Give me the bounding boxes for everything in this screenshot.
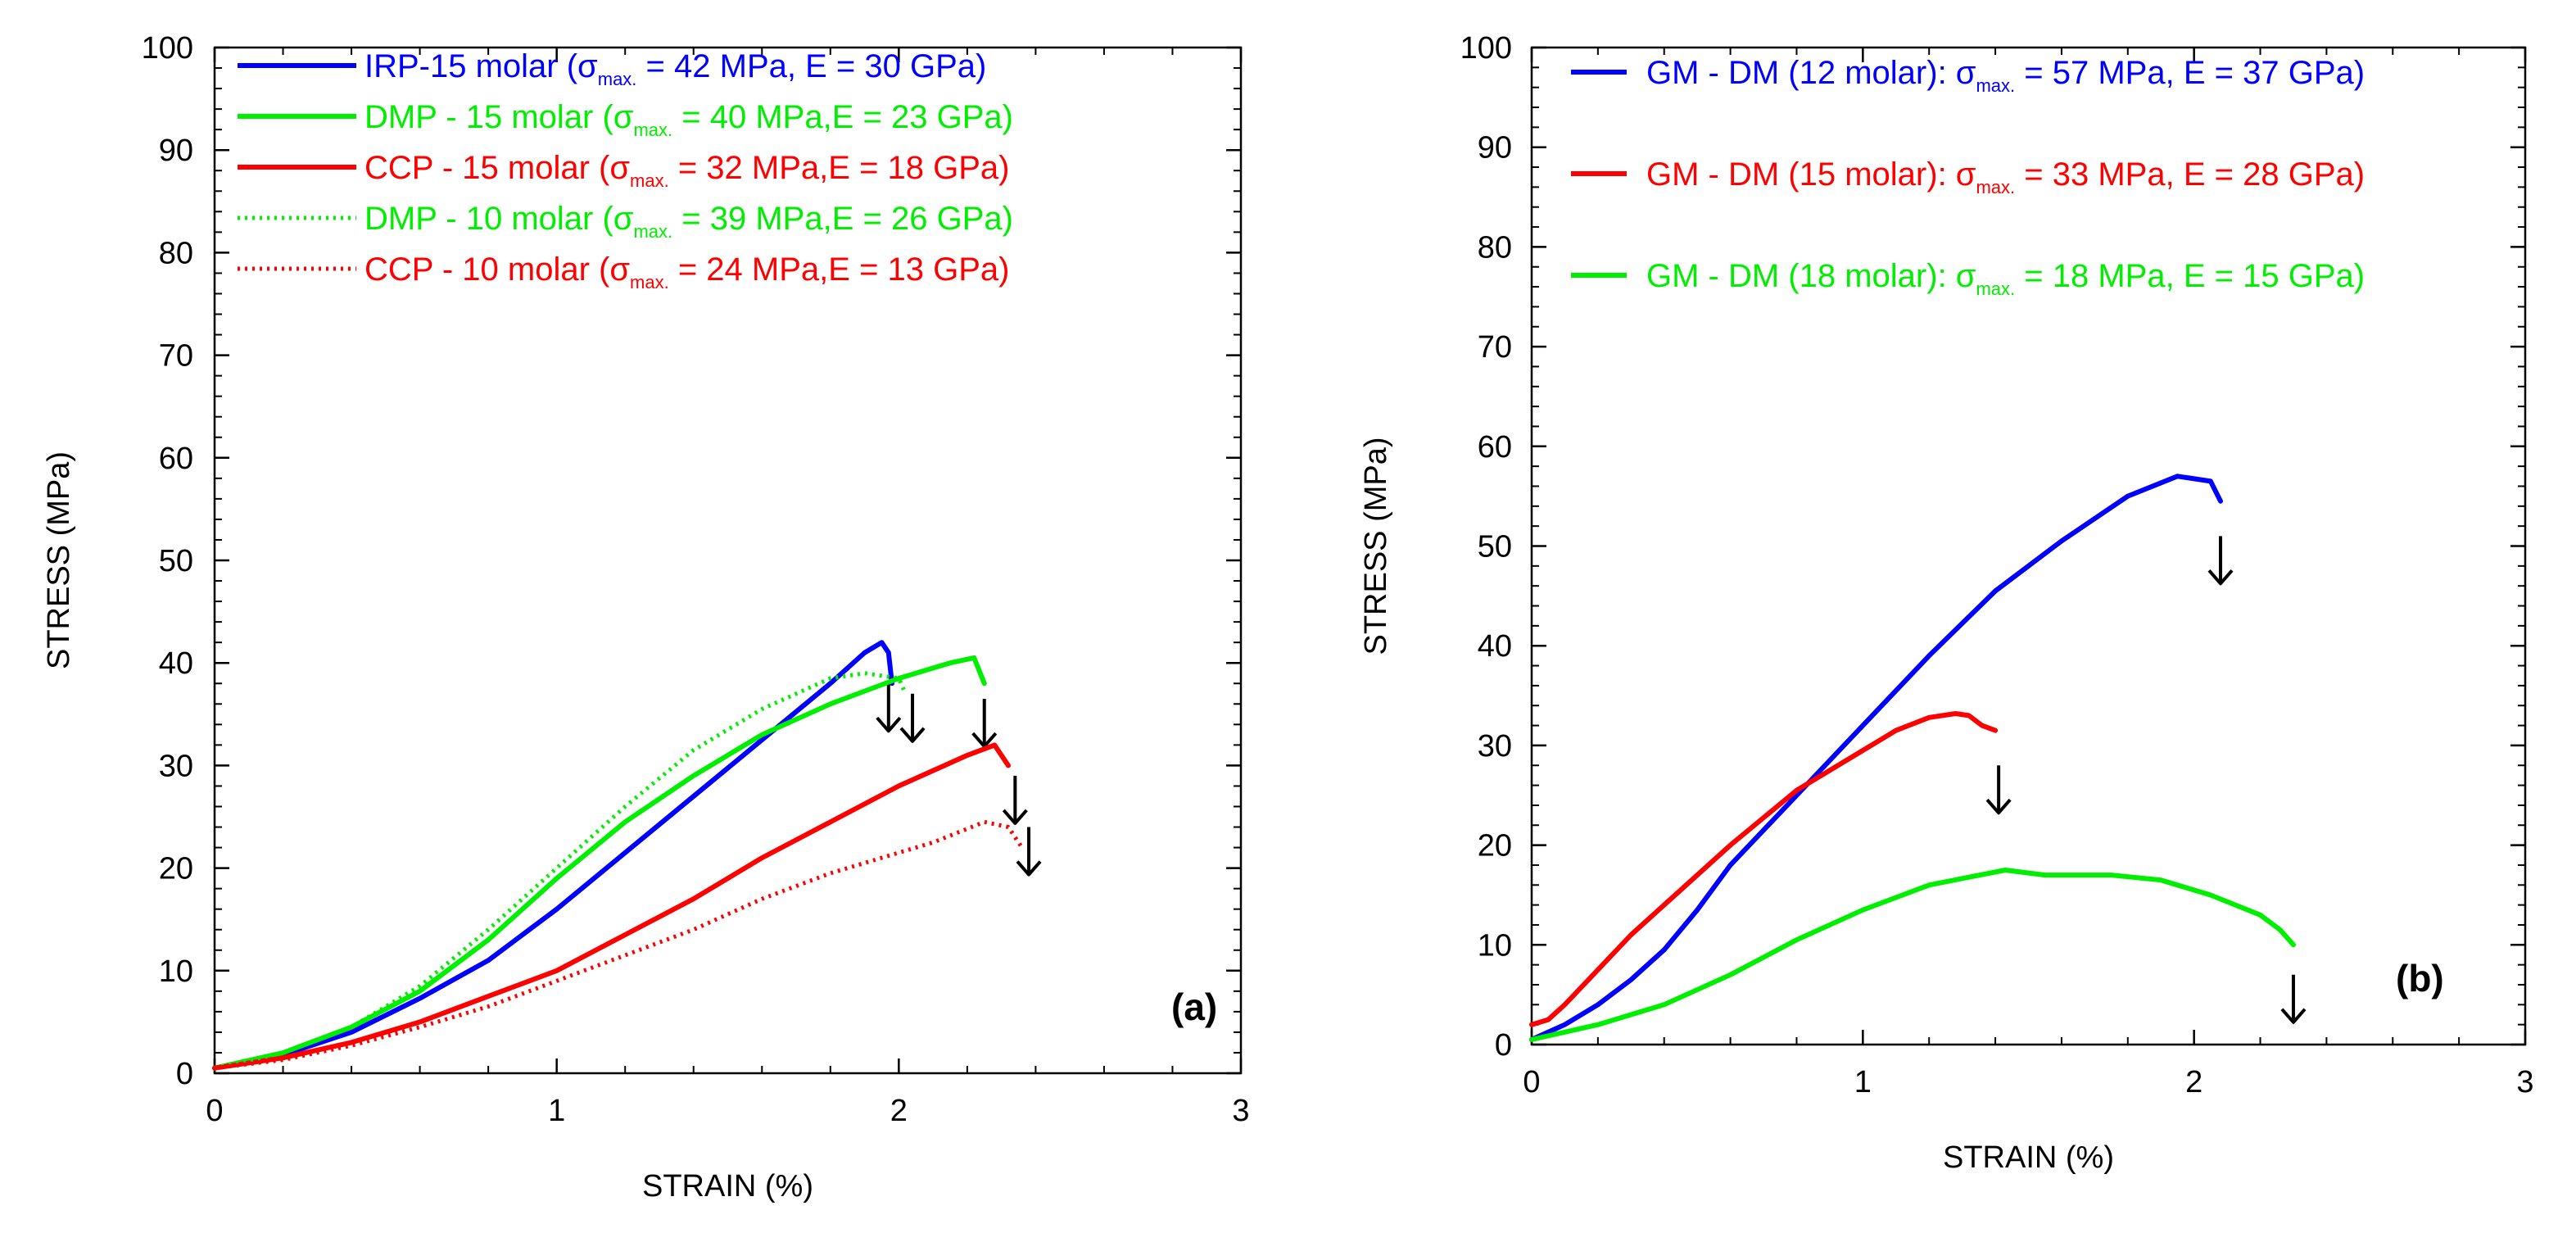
x-tick-label: 2 — [890, 1094, 908, 1128]
y-axis-label: STRESS (MPa) — [42, 451, 76, 669]
chart-panel-b: 0 10 20 30 40 50 60 70 80 90 100 0 1 2 3 STRAIN (%) STRE… — [1359, 31, 2534, 1175]
y-tick-label: 70 — [159, 339, 193, 374]
series-line-2 — [1529, 868, 2296, 1042]
y-tick-label: 90 — [1478, 131, 1512, 165]
legend-entry-3: DMP - 10 molar (σmax. = 39 MPa,E = 26 GP… — [238, 201, 1013, 242]
legend-entry-2: CCP - 15 molar (σmax. = 32 MPa,E = 18 GP… — [238, 150, 1010, 191]
y-tick-label: 100 — [1460, 31, 1512, 66]
legend-entry-0: IRP-15 molar (σmax. = 42 MPa, E = 30 GPa… — [238, 48, 986, 89]
y-tick-label: 60 — [1478, 430, 1512, 465]
y-tick-label: 10 — [159, 954, 193, 989]
failure-arrow — [2280, 974, 2307, 1024]
failure-arrow — [899, 693, 926, 743]
x-axis-label: STRAIN (%) — [642, 1169, 813, 1203]
failure-arrow — [876, 683, 902, 733]
series-line-4 — [214, 819, 1024, 1071]
series-line-1 — [1529, 711, 1999, 1027]
x-tick-label: 2 — [2185, 1065, 2203, 1099]
legend-entry-0: GM - DM (12 molar): σmax. = 57 MPa, E = … — [1571, 55, 2365, 96]
y-tick-label: 0 — [176, 1057, 193, 1091]
series-line-1 — [212, 655, 987, 1071]
y-tick-label: 60 — [159, 442, 193, 476]
y-tick-label: 100 — [142, 31, 193, 66]
x-tick-label: 3 — [2516, 1065, 2533, 1099]
x-tick-label: 1 — [1854, 1065, 1872, 1099]
plot-frame — [1530, 46, 2527, 1046]
legend-label: GM - DM (18 molar): σmax. = 18 MPa, E = … — [1646, 258, 2365, 299]
legend-label: IRP-15 molar (σmax. = 42 MPa, E = 30 GPa… — [364, 48, 986, 89]
failure-arrow — [2207, 536, 2234, 586]
y-tick-label: 70 — [1478, 330, 1512, 365]
y-tick-label: 80 — [1478, 230, 1512, 265]
y-tick-label: 30 — [1478, 729, 1512, 764]
y-axis-label: STRESS (MPa) — [1359, 437, 1393, 655]
legend-entry-4: CCP - 10 molar (σmax. = 24 MPa,E = 13 GP… — [238, 252, 1010, 292]
y-tick-label: 0 — [1495, 1028, 1512, 1063]
x-tick-label: 0 — [1523, 1065, 1540, 1099]
y-tick-label: 10 — [1478, 928, 1512, 963]
y-tick-label: 50 — [159, 544, 193, 578]
series-line-2 — [212, 742, 1011, 1071]
series-line-3 — [214, 671, 908, 1071]
panel-label: (b) — [2396, 957, 2444, 999]
series-line-0 — [212, 640, 894, 1071]
x-tick-label: 0 — [206, 1094, 223, 1128]
x-tick-label: 3 — [1232, 1094, 1249, 1128]
failure-arrow — [1985, 765, 2012, 815]
y-tick-label: 90 — [159, 134, 193, 168]
y-tick-label: 80 — [159, 236, 193, 270]
legend-label: DMP - 10 molar (σmax. = 39 MPa,E = 26 GP… — [364, 201, 1013, 242]
failure-arrow — [971, 699, 998, 749]
panel-label: (a) — [1171, 986, 1217, 1028]
y-tick-label: 30 — [159, 749, 193, 783]
failure-arrow — [1016, 827, 1042, 877]
legend-label: GM - DM (15 molar): σmax. = 33 MPa, E = … — [1646, 156, 2365, 197]
y-tick-label: 20 — [159, 852, 193, 886]
y-tick-label: 40 — [1478, 629, 1512, 664]
y-tick-label: 20 — [1478, 829, 1512, 864]
legend-label: CCP - 10 molar (σmax. = 24 MPa,E = 13 GP… — [364, 252, 1010, 292]
chart-panel-a: 0 10 20 30 40 50 60 70 80 90 100 0 1 2 3 STRAIN (%) STRE… — [42, 31, 1250, 1203]
legend-label: DMP - 15 molar (σmax. = 40 MPa,E = 23 GP… — [364, 99, 1013, 140]
series-line-0 — [1529, 474, 2223, 1042]
failure-arrow — [1002, 775, 1028, 825]
legend-entry-1: GM - DM (15 molar): σmax. = 33 MPa, E = … — [1571, 156, 2365, 197]
x-tick-label: 1 — [548, 1094, 565, 1128]
legend-entry-2: GM - DM (18 molar): σmax. = 18 MPa, E = … — [1571, 258, 2365, 299]
legend-entry-1: DMP - 15 molar (σmax. = 40 MPa,E = 23 GP… — [238, 99, 1013, 140]
legend-label: GM - DM (12 molar): σmax. = 57 MPa, E = … — [1646, 55, 2365, 96]
y-tick-label: 40 — [159, 646, 193, 681]
y-tick-label: 50 — [1478, 530, 1512, 564]
x-axis-label: STRAIN (%) — [1943, 1140, 2114, 1175]
legend-label: CCP - 15 molar (σmax. = 32 MPa,E = 18 GP… — [364, 150, 1010, 191]
